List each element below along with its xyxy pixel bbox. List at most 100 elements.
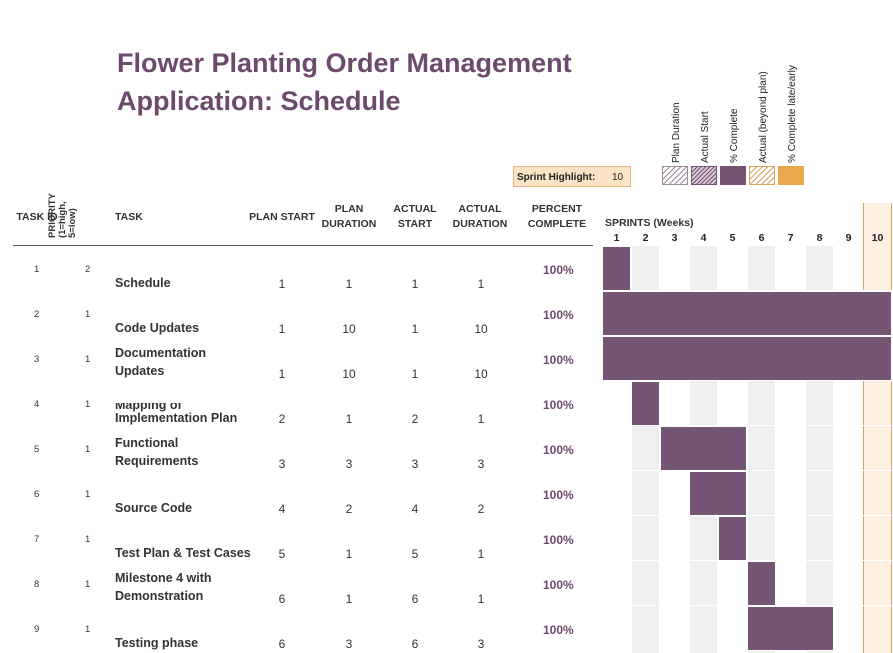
sprint-week-number: 8 (816, 232, 823, 244)
actual-start-cell: 4 (411, 502, 419, 516)
legend-label: % Complete late/early (778, 8, 800, 163)
priority-cell: 1 (85, 309, 91, 320)
actual-start-cell: 3 (411, 457, 419, 471)
sprint-highlight-field[interactable]: Sprint Highlight: 10 (513, 166, 631, 187)
actual-start-cell: 6 (411, 592, 419, 606)
gantt-bar[interactable] (602, 291, 892, 336)
gantt-bar[interactable] (602, 246, 631, 291)
legend-swatch (749, 166, 775, 185)
priority-cell: 1 (85, 444, 91, 455)
legend-swatch (778, 166, 804, 185)
task-name: Testing phase (115, 636, 199, 650)
gantt-bar[interactable] (689, 471, 747, 516)
header-actual-start: ACTUAL START (384, 202, 446, 232)
legend-label-text: % Complete late/early (787, 65, 798, 163)
plan-start-cell: 6 (278, 637, 286, 651)
task-name: Test Plan & Test Cases (115, 546, 251, 560)
gantt-bar[interactable] (747, 561, 776, 606)
sprint-week-number: 2 (642, 232, 649, 244)
legend-swatch (662, 166, 688, 185)
legend-label-text: Actual Start (700, 111, 711, 163)
sprint-row-separator (602, 515, 893, 516)
percent-complete-cell: 100% (543, 443, 574, 457)
plan-duration-cell: 1 (345, 592, 353, 606)
gantt-bar[interactable] (602, 336, 892, 381)
gantt-bar[interactable] (718, 516, 747, 561)
gantt-bar[interactable] (660, 426, 747, 471)
sprint-highlight-label: Sprint Highlight: (517, 172, 596, 183)
task-name-line1: Functional (115, 436, 179, 450)
header-sprints: SPRINTS (Weeks) (605, 217, 694, 229)
task-name-line1: Documentation (115, 346, 206, 360)
plan-start-cell: 2 (278, 412, 286, 426)
actual-duration-cell: 3 (477, 457, 485, 471)
priority-cell: 1 (85, 579, 91, 590)
sprint-highlight-value[interactable]: 10 (612, 172, 624, 183)
sprint-row-separator (602, 560, 893, 561)
header-percent-line1: PERCENT (531, 203, 583, 215)
sprint-week-number: 1 (613, 232, 620, 244)
legend-label: Actual (beyond plan) (749, 8, 771, 163)
percent-complete-cell: 100% (543, 398, 574, 412)
sprint-week-number: 7 (787, 232, 794, 244)
plan-start-cell: 6 (278, 592, 286, 606)
sprint-week-number: 6 (758, 232, 765, 244)
task-id-cell: 8 (34, 579, 40, 590)
plan-start-cell: 1 (278, 277, 286, 291)
task-id-cell: 4 (34, 399, 40, 410)
actual-duration-cell: 10 (474, 367, 488, 381)
plan-duration-cell: 1 (345, 412, 353, 426)
percent-complete-cell: 100% (543, 578, 574, 592)
sprint-row-separator (602, 290, 893, 291)
legend-label: Actual Start (691, 8, 713, 163)
actual-duration-cell: 1 (477, 592, 485, 606)
actual-duration-cell: 1 (477, 277, 485, 291)
task-id-cell: 6 (34, 489, 40, 500)
plan-duration-cell: 10 (342, 322, 356, 336)
task-name-line2: Requirements (115, 454, 199, 468)
task-name-clipped-text: Mapping of (115, 403, 182, 412)
gantt-bar[interactable] (631, 381, 660, 426)
actual-duration-cell: 1 (477, 547, 485, 561)
header-percent-complete: PERCENT COMPLETE (524, 202, 590, 232)
legend-swatch (720, 166, 746, 185)
plan-duration-cell: 3 (345, 637, 353, 651)
task-id-cell: 9 (34, 624, 40, 635)
task-id-cell: 2 (34, 309, 40, 320)
actual-duration-cell: 10 (474, 322, 488, 336)
task-name-line2: Updates (115, 364, 165, 378)
task-name: Implementation Plan (115, 411, 238, 425)
percent-complete-cell: 100% (543, 623, 574, 637)
task-name-line2: Demonstration (115, 589, 204, 603)
plan-start-cell: 1 (278, 367, 286, 381)
percent-complete-cell: 100% (543, 353, 574, 367)
header-actual-start-line1: ACTUAL (393, 203, 437, 215)
header-actual-start-line2: START (397, 218, 433, 230)
task-name-line1: Milestone 4 with (115, 571, 212, 585)
actual-start-cell: 1 (411, 322, 419, 336)
legend-label-text: Actual (beyond plan) (758, 71, 769, 163)
header-actual-duration-line1: ACTUAL (458, 203, 502, 215)
header-divider (13, 245, 593, 246)
legend-label-text: % Complete (729, 108, 740, 163)
priority-cell: 2 (85, 264, 91, 275)
gantt-bar[interactable] (747, 606, 834, 651)
plan-duration-cell: 2 (345, 502, 353, 516)
actual-start-cell: 6 (411, 637, 419, 651)
header-task: TASK (115, 211, 143, 223)
header-actual-duration: ACTUAL DURATION (448, 202, 512, 232)
priority-cell: 1 (85, 534, 91, 545)
task-id-cell: 5 (34, 444, 40, 455)
actual-duration-cell: 3 (477, 637, 485, 651)
plan-start-cell: 1 (278, 322, 286, 336)
task-name: Schedule (115, 276, 171, 290)
header-plan-duration-line1: PLAN (334, 203, 364, 215)
percent-complete-cell: 100% (543, 263, 574, 277)
highlighted-sprint-column (863, 203, 892, 653)
percent-complete-cell: 100% (543, 308, 574, 322)
legend-label: % Complete (720, 8, 742, 163)
priority-cell: 1 (85, 354, 91, 365)
plan-start-cell: 5 (278, 547, 286, 561)
priority-cell: 1 (85, 489, 91, 500)
task-id-cell: 1 (34, 264, 40, 275)
